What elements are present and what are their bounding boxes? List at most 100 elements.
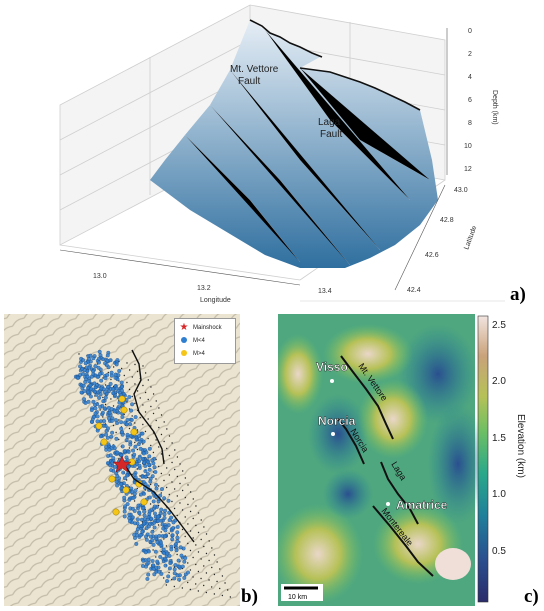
aftershock-dot: [119, 453, 124, 458]
aftershock-dot: [183, 556, 188, 560]
grid-point: [131, 415, 133, 417]
grid-point: [155, 556, 157, 558]
aftershock-dot: [151, 499, 156, 504]
aftershock-dot: [150, 474, 155, 479]
aftershock-dot: [146, 515, 151, 520]
aftershock-dot: [107, 416, 111, 421]
grid-point: [176, 534, 178, 536]
grid-point: [160, 433, 163, 436]
latitude-tick: 43.0: [454, 187, 468, 194]
latitude-tick: 42.6: [425, 252, 439, 259]
grid-point: [168, 435, 171, 437]
aftershock-dot: [157, 533, 162, 538]
grid-point: [150, 444, 152, 447]
aftershock-dot: [88, 383, 93, 388]
grid-point: [171, 481, 173, 483]
grid-point: [184, 496, 186, 499]
grid-point: [136, 390, 139, 392]
aftershock-dot: [93, 402, 97, 407]
aftershock-dot: [122, 495, 127, 500]
aftershock-dot: [81, 372, 86, 376]
aftershock-dot: [93, 406, 98, 411]
grid-point: [128, 388, 131, 391]
aftershock-dot: [112, 446, 117, 451]
legend-row-small: M<4: [178, 334, 232, 347]
aftershock-dot: [170, 537, 175, 542]
grid-point: [142, 384, 144, 387]
aftershock-dot: [172, 567, 177, 572]
grid-point: [171, 500, 173, 503]
colorbar-tick: 2.5: [492, 320, 506, 331]
aftershock-dot: [154, 486, 159, 491]
town-label-norcia: Norcia: [318, 414, 356, 428]
panel-c-svg: Mt. Vettore Norcia Laga Montereale Visso…: [273, 314, 526, 606]
aftershock-dot: [113, 418, 118, 423]
aftershock-dot: [124, 438, 129, 443]
grid-point: [187, 581, 189, 584]
grid-point: [197, 512, 200, 514]
aftershock-dot: [154, 536, 158, 541]
grid-point: [208, 579, 210, 581]
large-event-dot: [120, 406, 128, 414]
aftershock-dot: [130, 515, 135, 520]
aftershock-dot: [142, 521, 147, 526]
colorbar-tick: 0.5: [492, 546, 506, 557]
grid-point: [102, 377, 104, 379]
aftershock-dot: [98, 404, 103, 409]
aftershock-dot: [96, 365, 101, 370]
grid-point: [200, 519, 202, 521]
grid-point: [208, 559, 210, 562]
aftershock-dot: [123, 504, 128, 509]
aftershock-dot: [145, 472, 150, 476]
aftershock-dot: [148, 479, 153, 484]
aftershock-dot: [89, 419, 94, 424]
aftershock-dot: [167, 566, 172, 571]
fault-trace-norcia: [337, 418, 365, 465]
grid-point: [182, 470, 184, 472]
fault-label-vettore-2: Fault: [238, 76, 260, 87]
grid-point: [155, 478, 157, 480]
depth-tick: 0: [468, 28, 472, 35]
grid-point: [149, 503, 152, 505]
aftershock-dot: [87, 379, 92, 384]
fault-trace-b2: [123, 463, 195, 543]
grid-point: [142, 423, 144, 426]
fault-trace-montereale: [372, 505, 434, 577]
grid-point: [136, 370, 139, 373]
grid-point: [197, 570, 200, 573]
grid-point: [205, 533, 208, 535]
aftershock-dot: [85, 374, 90, 379]
aftershock-dot: [93, 364, 98, 369]
aftershock-dot: [175, 530, 180, 535]
aftershock-dot: [102, 419, 107, 424]
aftershock-dot: [131, 495, 136, 500]
aftershock-dot: [175, 535, 180, 540]
aftershock-dot: [151, 563, 156, 568]
aftershock-dot: [167, 553, 172, 558]
grid-point: [152, 451, 155, 454]
aftershock-dot: [156, 518, 161, 523]
panel-c-elevation-map: Mt. Vettore Norcia Laga Montereale Visso…: [273, 314, 544, 606]
grid-point: [134, 441, 136, 444]
aftershock-dot: [95, 383, 99, 387]
aftershock-dot: [152, 525, 157, 530]
aftershock-dot: [107, 447, 112, 452]
aftershock-dot: [157, 569, 162, 574]
grid-point: [147, 379, 149, 381]
grid-point: [102, 416, 104, 418]
aftershock-dot: [127, 519, 132, 524]
aftershock-dot: [144, 564, 148, 569]
legend-row-mainshock: ★ Mainshock: [178, 321, 232, 334]
aftershock-dot: [182, 559, 187, 564]
aftershock-dot: [147, 446, 152, 451]
grid-point: [176, 553, 178, 556]
aftershock-dot: [146, 560, 151, 565]
aftershock-dot: [132, 452, 137, 457]
aftershock-dot: [111, 387, 116, 391]
grid-point: [213, 593, 216, 595]
aftershock-dot: [162, 534, 167, 539]
aftershock-dot: [112, 465, 117, 469]
grid-point: [158, 407, 160, 409]
aftershock-dot: [97, 395, 102, 400]
aftershock-dot: [122, 514, 127, 519]
